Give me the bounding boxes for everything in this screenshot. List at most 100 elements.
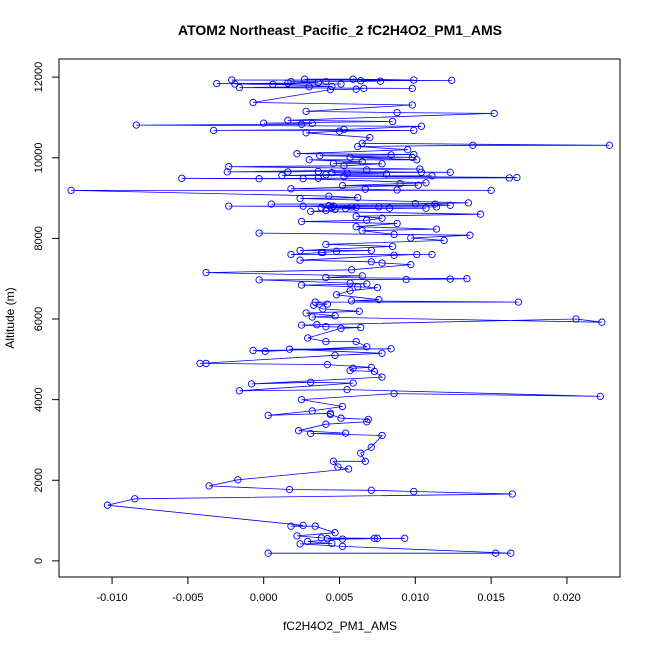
data-point bbox=[352, 85, 360, 93]
data-point bbox=[390, 230, 398, 239]
data-point bbox=[367, 486, 375, 494]
data-point bbox=[311, 298, 319, 306]
data-point bbox=[408, 101, 416, 109]
data-point bbox=[446, 168, 454, 176]
data-point bbox=[264, 411, 272, 420]
data-point bbox=[407, 234, 415, 242]
data-point bbox=[287, 77, 295, 86]
data-point bbox=[287, 522, 295, 530]
data-point bbox=[260, 119, 268, 127]
data-point bbox=[322, 323, 330, 331]
data-point bbox=[513, 173, 521, 182]
data-point bbox=[131, 495, 139, 503]
data-point bbox=[410, 150, 418, 159]
data-point bbox=[247, 380, 256, 388]
data-point bbox=[402, 275, 410, 284]
y-tick-label: 10000 bbox=[33, 143, 45, 174]
data-point bbox=[410, 126, 418, 135]
data-point bbox=[302, 309, 310, 317]
data-point bbox=[343, 169, 351, 177]
data-point bbox=[378, 431, 386, 440]
data-point bbox=[428, 172, 436, 180]
data-point bbox=[393, 108, 401, 117]
data-point bbox=[393, 186, 401, 194]
x-tick-label: 0.015 bbox=[477, 592, 505, 604]
data-point bbox=[296, 194, 304, 203]
data-point bbox=[337, 324, 345, 332]
data-point bbox=[507, 549, 515, 557]
x-tick-label: 0.010 bbox=[402, 592, 430, 604]
data-point bbox=[323, 300, 332, 308]
data-point bbox=[358, 158, 366, 166]
data-point bbox=[469, 141, 477, 149]
data-point bbox=[293, 532, 301, 540]
data-point bbox=[354, 283, 362, 291]
x-tick-label: -0.010 bbox=[96, 592, 127, 604]
data-point bbox=[331, 351, 339, 359]
data-point bbox=[410, 76, 418, 84]
data-point bbox=[367, 246, 375, 255]
data-point bbox=[361, 457, 369, 465]
data-point bbox=[390, 389, 398, 398]
data-point bbox=[332, 291, 341, 299]
data-point bbox=[332, 247, 341, 255]
data-point bbox=[407, 260, 415, 269]
data-point bbox=[349, 75, 357, 83]
data-point bbox=[338, 542, 347, 551]
data-point bbox=[235, 387, 244, 395]
data-point bbox=[308, 407, 316, 415]
data-point bbox=[325, 192, 333, 200]
data-point bbox=[196, 359, 204, 368]
data-point bbox=[299, 175, 307, 183]
data-point bbox=[322, 337, 330, 346]
data-point bbox=[387, 151, 395, 159]
data-point bbox=[366, 133, 374, 142]
data-point bbox=[376, 77, 385, 85]
data-point bbox=[338, 535, 347, 543]
y-axis-label: Altitude (m) bbox=[3, 287, 17, 348]
data-point bbox=[297, 120, 306, 128]
data-point bbox=[360, 84, 368, 93]
data-point bbox=[388, 242, 397, 251]
y-tick-label: 12000 bbox=[33, 62, 45, 93]
data-point bbox=[338, 181, 347, 190]
data-point bbox=[299, 521, 307, 530]
x-axis-label: fC2H4O2_PM1_AMS bbox=[283, 619, 397, 633]
data-point bbox=[255, 175, 263, 183]
data-point bbox=[67, 186, 75, 195]
data-point bbox=[329, 457, 338, 465]
data-point bbox=[308, 313, 316, 321]
data-point bbox=[319, 305, 327, 313]
data-point bbox=[307, 378, 315, 386]
data-point bbox=[492, 549, 500, 557]
data-point bbox=[225, 202, 233, 210]
data-point bbox=[322, 77, 330, 86]
data-point bbox=[347, 266, 356, 274]
data-point bbox=[357, 323, 365, 332]
data-point bbox=[322, 420, 330, 428]
data-point bbox=[297, 395, 306, 404]
x-axis: -0.010 -0.005 0.000 0.005 0.010 0.015 0.020 bbox=[96, 577, 581, 604]
y-tick-label: 2000 bbox=[33, 468, 45, 492]
data-point bbox=[331, 529, 339, 537]
data-point bbox=[378, 373, 386, 381]
data-point bbox=[296, 246, 304, 255]
data-point bbox=[340, 125, 348, 134]
data-point bbox=[464, 199, 473, 207]
data-point bbox=[357, 449, 365, 457]
data-point bbox=[401, 534, 409, 542]
data-point bbox=[304, 334, 312, 342]
data-point bbox=[316, 152, 324, 160]
data-point bbox=[432, 225, 441, 233]
data-point bbox=[264, 549, 272, 557]
data-point bbox=[416, 165, 424, 173]
x-tick-label: -0.005 bbox=[172, 592, 203, 604]
data-point bbox=[267, 200, 275, 208]
data-point bbox=[505, 174, 513, 182]
data-point bbox=[317, 534, 325, 542]
data-point bbox=[414, 181, 422, 189]
data-point bbox=[344, 465, 353, 473]
y-tick-label: 4000 bbox=[33, 387, 45, 411]
data-point bbox=[375, 296, 383, 304]
data-point bbox=[307, 207, 315, 216]
